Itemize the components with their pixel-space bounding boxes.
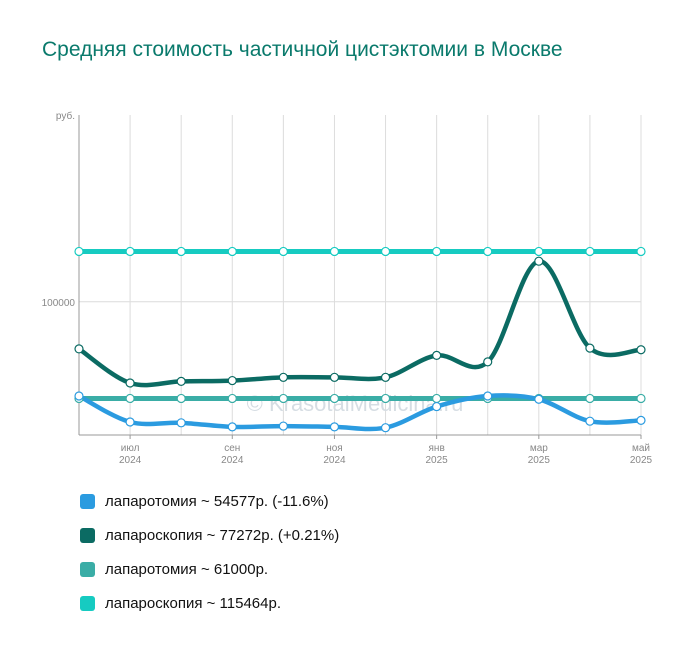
data-point[interactable] xyxy=(585,246,595,257)
y-unit-label: руб. xyxy=(56,110,75,122)
legend-swatch xyxy=(80,493,95,509)
legend-item[interactable]: лапаротомия ~ 61000р. xyxy=(80,552,339,586)
data-point[interactable] xyxy=(74,246,84,257)
data-point[interactable] xyxy=(585,343,595,353)
data-point[interactable] xyxy=(636,393,646,404)
data-point[interactable] xyxy=(278,372,288,382)
data-point[interactable] xyxy=(125,417,135,427)
x-tick-label-month: сен xyxy=(224,443,240,454)
data-point[interactable] xyxy=(483,391,493,401)
legend: лапаротомия ~ 54577р. (-11.6%) лапароскоп… xyxy=(80,484,339,620)
x-tick-label-year: 2024 xyxy=(221,455,244,466)
data-point[interactable] xyxy=(227,375,237,386)
data-point[interactable] xyxy=(585,393,595,404)
legend-label: лапаротомия ~ 61000р. xyxy=(105,560,269,578)
data-point[interactable] xyxy=(329,393,340,404)
y-tick-labels: руб. 100000 xyxy=(42,110,76,309)
data-point[interactable] xyxy=(636,415,646,425)
legend-label: лапароскопия ~ 77272р. (+0.21%) xyxy=(105,526,340,544)
data-point[interactable] xyxy=(432,393,442,404)
data-point[interactable] xyxy=(74,344,84,354)
x-tick-label-year: 2024 xyxy=(323,455,346,466)
data-point[interactable] xyxy=(534,394,544,404)
watermark: © KrasotaiMedicina.ru xyxy=(247,391,464,416)
data-point[interactable] xyxy=(585,416,595,426)
line-chart: © KrasotaiMedicina.ru июл2024сен2024ноя2… xyxy=(42,110,653,466)
legend-swatch xyxy=(80,527,95,543)
axes xyxy=(78,115,641,436)
legend-swatch xyxy=(80,595,95,611)
data-point[interactable] xyxy=(483,357,493,367)
y-tick-label: 100000 xyxy=(42,298,76,309)
x-tick-label-month: ноя xyxy=(326,443,343,454)
data-point[interactable] xyxy=(176,246,186,257)
legend-label: лапаротомия ~ 54577р. (-11.6%) xyxy=(105,492,329,510)
data-point[interactable] xyxy=(534,246,544,257)
x-tick-label-month: янв xyxy=(429,443,445,454)
data-point[interactable] xyxy=(278,421,288,431)
data-point[interactable] xyxy=(329,246,340,257)
x-tick-label-year: 2025 xyxy=(528,455,551,466)
legend-swatch xyxy=(80,561,95,577)
legend-item[interactable]: лапаротомия ~ 54577р. (-11.6%) xyxy=(80,484,339,518)
data-point[interactable] xyxy=(432,401,442,412)
data-point[interactable] xyxy=(74,391,84,401)
data-point[interactable] xyxy=(125,246,135,257)
data-point[interactable] xyxy=(432,246,442,257)
data-point[interactable] xyxy=(125,393,135,404)
data-point[interactable] xyxy=(380,246,391,257)
x-tick-label-year: 2024 xyxy=(119,455,142,466)
x-tick-label-month: мар xyxy=(530,443,548,454)
data-point[interactable] xyxy=(380,393,391,404)
data-point[interactable] xyxy=(125,378,135,388)
data-point[interactable] xyxy=(636,246,646,257)
data-point[interactable] xyxy=(534,256,544,266)
gridlines xyxy=(79,115,642,435)
x-tick-labels: июл2024сен2024ноя2024янв2025мар2025май20… xyxy=(119,435,653,466)
series-line xyxy=(76,258,644,388)
data-point[interactable] xyxy=(636,345,646,355)
x-tick-label-month: май xyxy=(632,443,650,454)
data-point[interactable] xyxy=(329,422,340,432)
legend-item[interactable]: лапароскопия ~ 115464р. xyxy=(80,586,339,620)
data-point[interactable] xyxy=(176,418,186,428)
data-point[interactable] xyxy=(380,423,391,433)
data-point[interactable] xyxy=(483,246,493,257)
data-point[interactable] xyxy=(176,393,186,404)
data-point[interactable] xyxy=(432,350,442,361)
x-tick-label-month: июл xyxy=(121,443,140,454)
x-tick-label-year: 2025 xyxy=(630,455,653,466)
data-point[interactable] xyxy=(227,393,237,404)
x-tick-label-year: 2025 xyxy=(426,455,449,466)
data-point[interactable] xyxy=(278,393,288,404)
data-point[interactable] xyxy=(227,246,237,257)
data-point[interactable] xyxy=(176,376,186,386)
chart-title: Средняя стоимость частичной цистэктомии … xyxy=(42,38,563,61)
points-layer xyxy=(74,246,646,433)
legend-item[interactable]: лапароскопия ~ 77272р. (+0.21%) xyxy=(80,518,339,552)
data-point[interactable] xyxy=(329,372,340,382)
legend-label: лапароскопия ~ 115464р. xyxy=(105,594,281,612)
data-point[interactable] xyxy=(278,246,288,257)
data-point[interactable] xyxy=(380,372,391,382)
data-point[interactable] xyxy=(227,422,237,432)
